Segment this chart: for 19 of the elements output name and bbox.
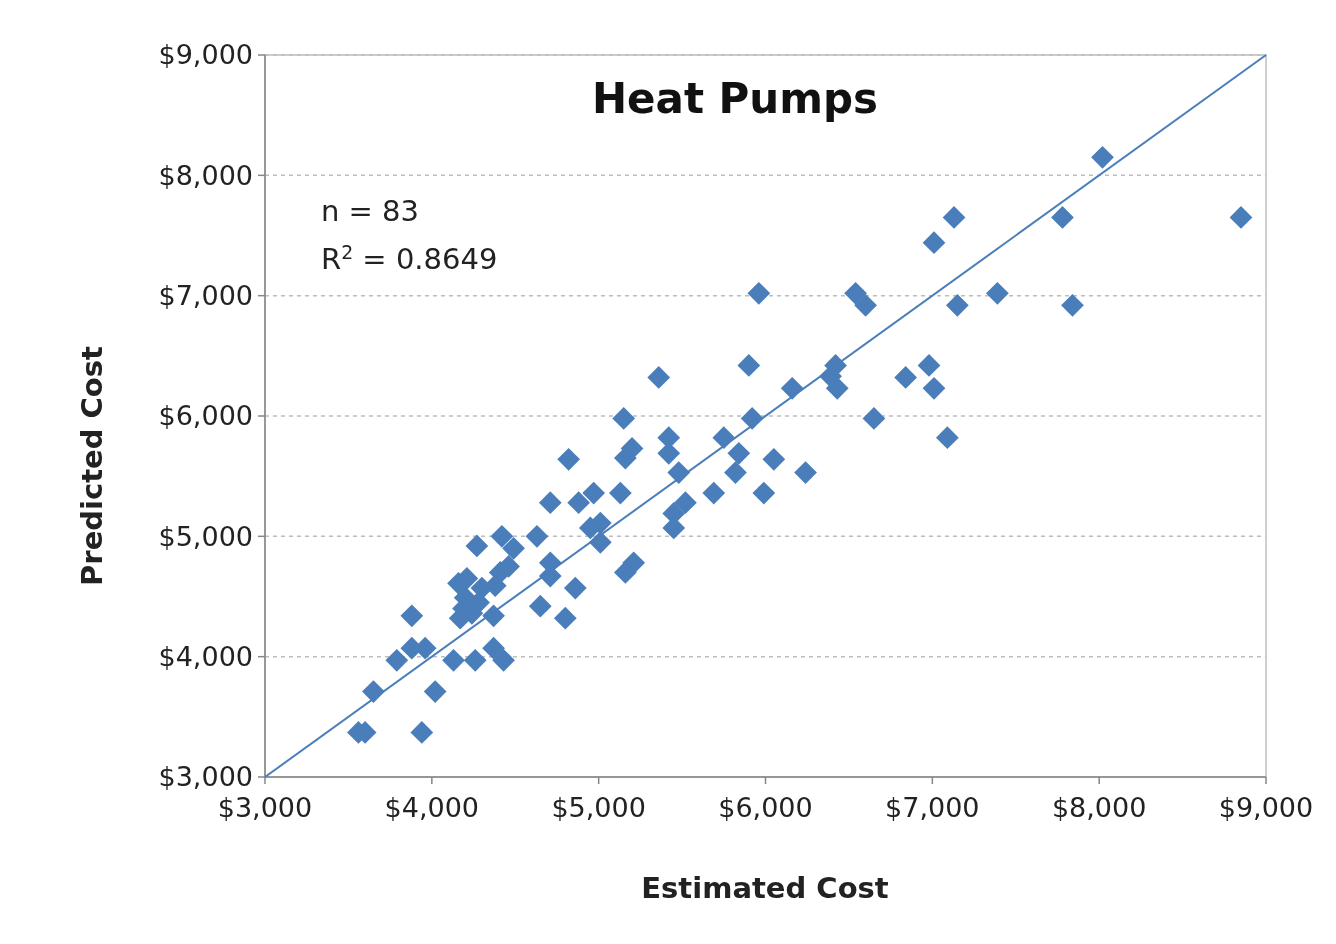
- y-tick-label: $4,000: [158, 641, 253, 673]
- annotation: R$^{2}$ = 0.8649: [321, 241, 498, 276]
- y-tick-label: $9,000: [158, 39, 253, 71]
- y-tick-label: $8,000: [158, 159, 253, 191]
- x-tick-label: $3,000: [217, 792, 313, 823]
- annotation: n = 83: [321, 194, 420, 228]
- y-tick-label: $7,000: [158, 280, 253, 312]
- x-tick-label: $7,000: [885, 792, 980, 823]
- y-tick-label: $6,000: [158, 400, 253, 432]
- x-tick-label: $9,000: [1218, 792, 1314, 823]
- x-tick-label: $8,000: [1051, 792, 1147, 823]
- text: Heat Pumps: [591, 74, 879, 123]
- x-tick-label: $6,000: [718, 792, 813, 823]
- y-tick-label: $3,000: [158, 761, 253, 793]
- y-tick-label: $5,000: [158, 520, 253, 552]
- x-tick-label: $4,000: [384, 792, 480, 823]
- x-axis-title: Estimated Cost: [641, 871, 889, 905]
- y-axis-title: Predicted Cost: [75, 345, 109, 586]
- x-tick-label: $5,000: [551, 792, 646, 823]
